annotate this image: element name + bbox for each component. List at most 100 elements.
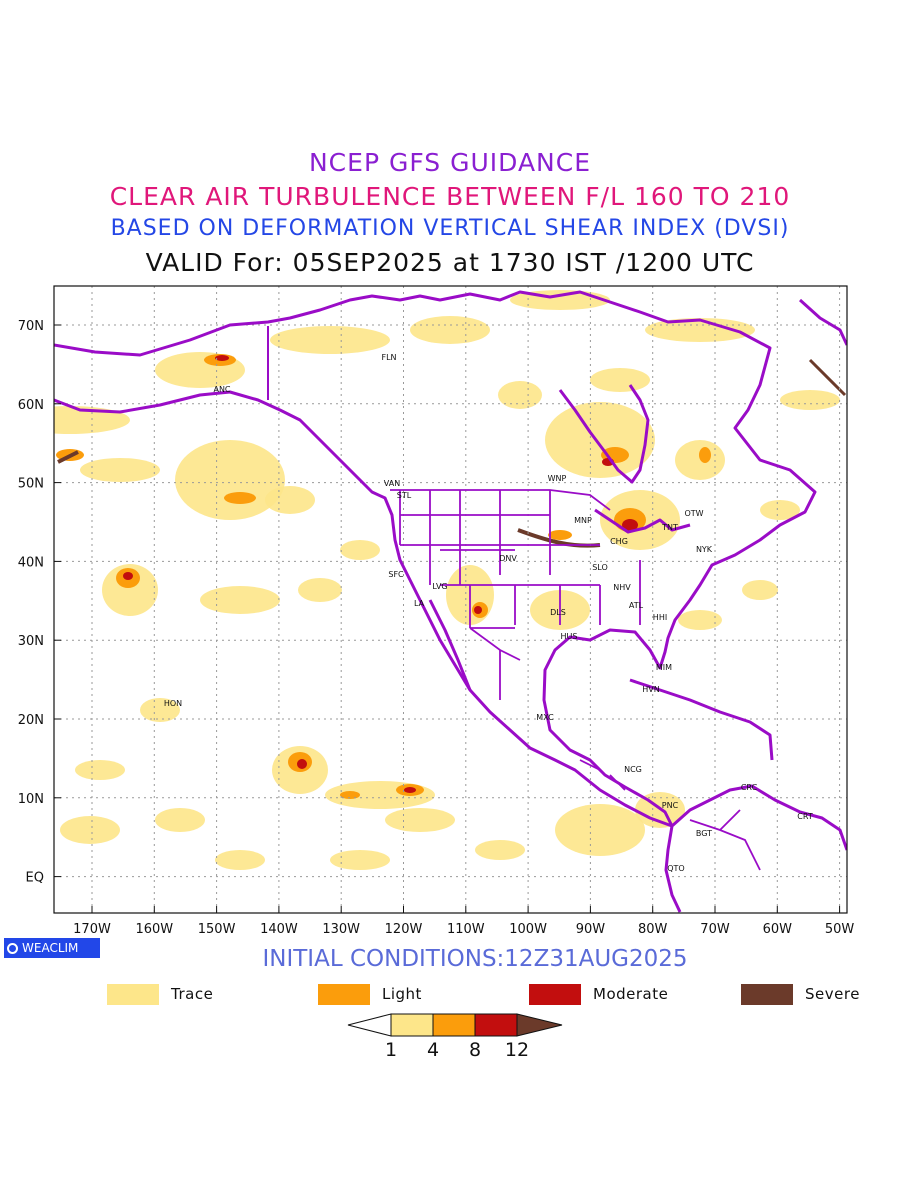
- legend-item-light: Light: [318, 983, 422, 1005]
- title-line-1: NCEP GFS GUIDANCE: [308, 148, 591, 177]
- trace-area: [102, 564, 158, 616]
- trace-area: [555, 804, 645, 856]
- city-label: NYK: [696, 545, 713, 554]
- colorbar-tick-12: 12: [505, 1039, 529, 1061]
- trace-area: [298, 578, 342, 602]
- south-america-outline: [664, 784, 847, 913]
- trace-area: [155, 808, 205, 832]
- city-label: HVN: [642, 685, 659, 694]
- lat-label: 60N: [18, 398, 44, 413]
- title-valid-time: VALID For: 05SEP2025 at 1730 IST /1200 U…: [145, 248, 755, 277]
- city-label: SFC: [388, 570, 404, 579]
- trace-area: [675, 440, 725, 480]
- trace-area: [340, 540, 380, 560]
- city-label: SLO: [592, 563, 608, 572]
- light-area: [224, 492, 256, 504]
- legend-swatch-severe: [741, 983, 793, 1005]
- lon-label: 110W: [447, 922, 485, 937]
- trace-area: [265, 486, 315, 514]
- city-label: STL: [397, 491, 412, 500]
- trace-area: [330, 850, 390, 870]
- caribbean-arc: [629, 678, 774, 761]
- lon-label: 80W: [638, 922, 668, 937]
- legend-label-moderate: Moderate: [593, 985, 669, 1003]
- map-frame: [53, 285, 848, 914]
- lat-label: 40N: [18, 555, 44, 570]
- lon-label: 140W: [260, 922, 298, 937]
- weaclim-badge: WEACLIM: [4, 938, 100, 958]
- coastlines: [54, 290, 847, 913]
- title-line-3: BASED ON DEFORMATION VERTICAL SHEAR INDE…: [110, 216, 790, 241]
- turbulence-shading: [54, 290, 847, 870]
- trace-area: [780, 390, 840, 410]
- city-label: DNV: [499, 554, 517, 563]
- us-state-grid: [399, 490, 641, 629]
- colorbar-segment-moderate: [474, 1013, 518, 1037]
- trace-area: [60, 816, 120, 844]
- lon-label: 90W: [576, 922, 606, 937]
- lon-label: 70W: [700, 922, 730, 937]
- colorbar-tick-4: 4: [427, 1039, 439, 1061]
- city-label: BGT: [696, 829, 712, 838]
- city-label: MXC: [536, 713, 554, 722]
- light-area: [699, 447, 711, 463]
- city-label: PNC: [662, 801, 679, 810]
- greenland-coast: [798, 298, 847, 346]
- axis-ticks: [54, 324, 841, 913]
- city-label: NHV: [613, 583, 631, 592]
- legend-label-light: Light: [382, 985, 422, 1003]
- legend-item-moderate: Moderate: [529, 983, 668, 1005]
- lat-label: 50N: [18, 477, 44, 492]
- trace-area: [590, 368, 650, 392]
- north-america-west-coast: [54, 390, 673, 828]
- city-label: HON: [164, 699, 182, 708]
- lon-label: 60W: [763, 922, 793, 937]
- city-label: ATL: [629, 601, 644, 610]
- city-label: NCG: [624, 765, 642, 774]
- lon-label: 50W: [825, 922, 855, 937]
- trace-area: [760, 500, 800, 520]
- trace-area: [742, 580, 778, 600]
- moderate-area: [622, 519, 638, 531]
- lon-label: 170W: [73, 922, 111, 937]
- trace-area: [215, 850, 265, 870]
- trace-area: [545, 402, 655, 478]
- lon-label: 130W: [322, 922, 360, 937]
- latitude-labels: 70N 60N 50N 40N 30N 20N 10N EQ: [18, 319, 44, 886]
- city-label: TNT: [661, 523, 678, 532]
- lat-label: 30N: [18, 634, 44, 649]
- central-america-borders: [579, 759, 626, 791]
- title-line-2: CLEAR AIR TURBULENCE BETWEEN F/L 160 TO …: [109, 182, 791, 211]
- severe-streak: [57, 450, 79, 464]
- trace-area: [200, 586, 280, 614]
- lon-label: 150W: [198, 922, 236, 937]
- city-label: QTO: [667, 864, 684, 873]
- city-label: VAN: [384, 479, 400, 488]
- legend-item-trace: Trace: [107, 983, 213, 1005]
- city-label: HUS: [561, 632, 578, 641]
- south-america-borders: [689, 809, 761, 871]
- trace-area: [678, 610, 722, 630]
- city-label: OTW: [684, 509, 703, 518]
- lat-label: EQ: [26, 871, 44, 886]
- moderate-area: [297, 759, 307, 769]
- trace-area: [410, 316, 490, 344]
- light-area: [340, 791, 360, 799]
- north-america-outline: [54, 290, 817, 827]
- city-label: LA: [414, 599, 425, 608]
- city-label: CHG: [610, 537, 628, 546]
- trace-area: [475, 840, 525, 860]
- city-label: DLS: [550, 608, 566, 617]
- city-labels: ANC FLN VAN STL WNP MNP OTW TNT CHG NYK DNV SLO SFC L…: [164, 353, 813, 873]
- legend-item-severe: Severe: [741, 983, 860, 1005]
- longitude-labels: 170W 160W 150W 140W 130W 120W 110W 100W 90W 80W 70…: [73, 922, 854, 937]
- circle-logo-icon: [7, 942, 18, 954]
- legend-label-trace: Trace: [171, 985, 214, 1003]
- trace-area: [385, 808, 455, 832]
- colorbar-tick-8: 8: [469, 1039, 481, 1061]
- trace-area: [75, 760, 125, 780]
- light-area: [548, 530, 572, 540]
- trace-area: [270, 326, 390, 354]
- trace-area: [645, 318, 755, 342]
